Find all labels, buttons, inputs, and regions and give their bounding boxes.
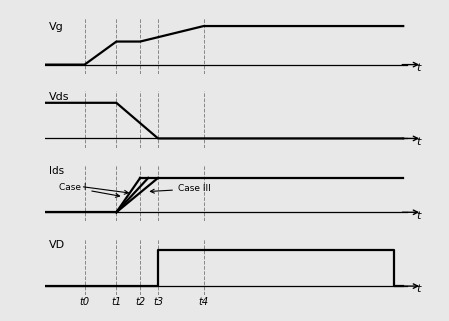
Text: t3: t3 <box>153 298 163 308</box>
Text: t: t <box>416 63 421 73</box>
Text: Case III: Case III <box>150 184 211 193</box>
Text: Vds: Vds <box>48 92 69 102</box>
Text: t: t <box>416 284 421 294</box>
Text: VD: VD <box>48 240 65 250</box>
Text: Case I: Case I <box>59 183 119 197</box>
Text: t: t <box>416 137 421 147</box>
Text: t0: t0 <box>79 298 90 308</box>
Text: Ids: Ids <box>48 166 64 176</box>
Text: t: t <box>416 211 421 221</box>
Text: t4: t4 <box>198 298 209 308</box>
Text: Vg: Vg <box>48 22 63 32</box>
Text: t1: t1 <box>111 298 121 308</box>
Text: t2: t2 <box>135 298 145 308</box>
